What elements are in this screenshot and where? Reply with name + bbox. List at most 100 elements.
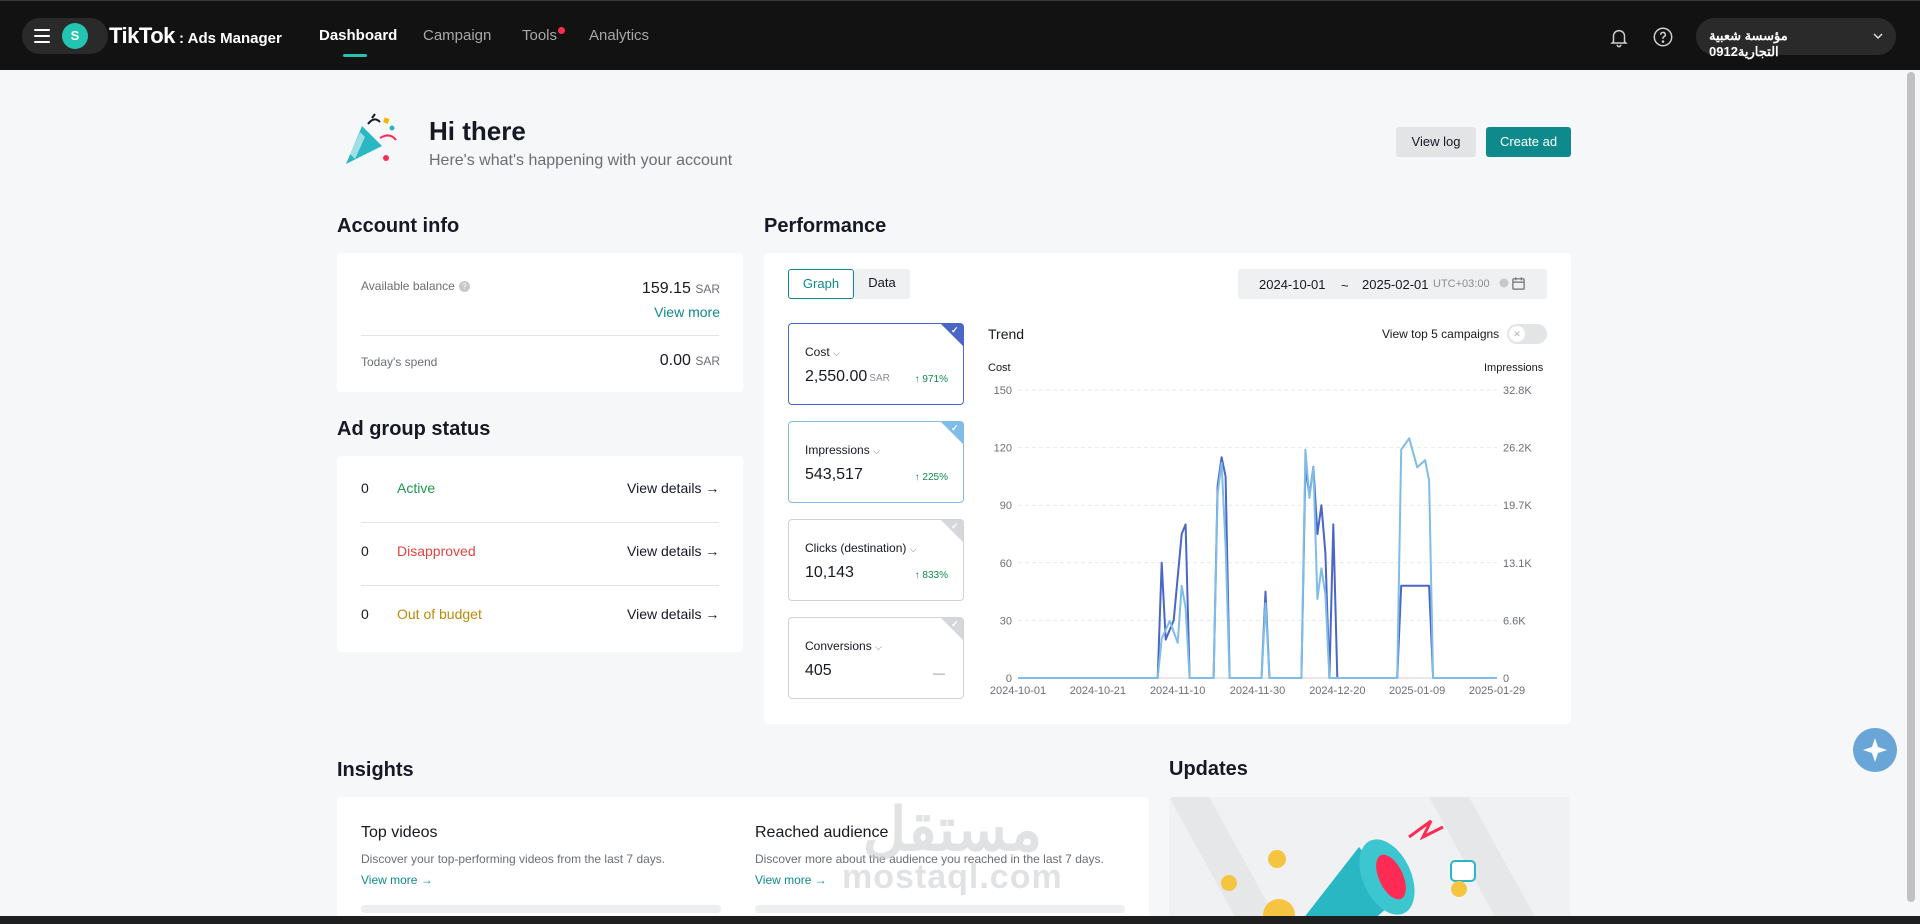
y-left-tick-label: 150 [994,385,1012,397]
check-icon: ✓ [951,423,959,433]
trend-title: Trend [988,326,1025,342]
nav-campaign[interactable]: Campaign [423,27,492,44]
page-scrollbar[interactable] [1907,72,1915,902]
nav-analytics[interactable]: Analytics [589,27,650,44]
series-line-impressions [1018,437,1497,679]
series-line-cost [1018,456,1497,679]
tab-data[interactable]: Data [854,269,910,299]
date-start: 2024-10-01 [1259,277,1326,292]
taskbar-strip [0,916,1920,924]
metric-name: Clicks (destination) ⌵ [805,541,917,555]
status-count: 0 [361,480,369,496]
status-label-out-of-budget: Out of budget [397,606,482,622]
divider [361,585,719,586]
metric-value: 405 [805,662,832,679]
selected-corner: ✓ [941,422,963,444]
insights-card: Top videos Discover your top-performing … [337,797,1149,924]
nav-tools[interactable]: Tools [522,27,558,44]
status-label-disapproved: Disapproved [397,543,476,559]
y-right-tick-label: 0 [1503,673,1509,685]
chevron-down-icon: ⌵ [873,446,880,456]
greeting-title: Hi there [429,116,526,146]
status-count: 0 [361,606,369,622]
top-videos-title: Top videos [361,824,438,841]
chevron-down-icon [1873,33,1883,40]
metric-card-conversions[interactable]: ✓ Conversions ⌵ 405 — [788,617,964,699]
view-details-link[interactable]: View details → [627,480,720,496]
y-right-tick-label: 13.1K [1503,558,1532,570]
y-axis-right-title: Impressions [1484,362,1544,374]
metric-name: Conversions ⌵ [805,639,882,653]
insights-title: Insights [337,759,414,781]
top-videos-view-more[interactable]: View more → [361,873,433,887]
divider [361,522,719,523]
x-tick-label: 2024-11-10 [1150,685,1205,697]
logo-text: TikTok [109,23,175,48]
date-separator: ~ [1341,278,1349,293]
y-left-tick-label: 30 [1000,615,1012,627]
info-icon[interactable]: ? [458,281,470,292]
x-tick-label: 2024-10-21 [1070,685,1126,697]
metric-card-cost[interactable]: ✓ Cost ⌵ 2,550.00 SAR ↑ 971% [788,323,964,405]
metric-value: 2,550.00 SAR [805,368,890,385]
todays-spend-value: 0.00 SAR [659,352,720,369]
account-selector[interactable]: مؤسسة شعبية التجارية0912 [1696,18,1896,59]
menu-account-switcher[interactable]: S [22,18,108,54]
metric-name: Impressions ⌵ [805,443,880,457]
logo-subtext: : Ads Manager [174,30,282,47]
metric-name: Cost ⌵ [805,345,840,359]
greeting-subtitle: Here's what's happening with your accoun… [429,152,733,169]
watermark-latin: mostaql.com [842,858,1063,896]
ad-group-status-card: 0 Active View details → 0 Disapproved Vi… [337,456,743,652]
nav-dashboard[interactable]: Dashboard [319,27,398,44]
status-label-active: Active [397,480,436,496]
view-log-button[interactable]: View log [1396,127,1476,157]
top-videos-subtitle: Discover your top-performing videos from… [361,852,666,866]
reached-audience-title: Reached audience [755,824,889,841]
watermark-arabic: مستقل [862,796,1043,863]
check-icon: ✓ [951,619,959,629]
assistant-button[interactable] [1853,728,1897,772]
x-tick-label: 2024-11-30 [1230,685,1285,697]
tab-graph[interactable]: Graph [788,269,854,299]
available-balance-label: Available balance? [361,279,470,293]
chevron-down-icon: ⌵ [833,348,840,358]
sparkle-icon [1863,738,1887,762]
status-count: 0 [361,543,369,559]
user-avatar[interactable]: S [62,23,88,49]
calendar-icon[interactable] [1511,276,1526,291]
updates-banner[interactable] [1169,797,1570,924]
status-row-out-of-budget: 0 Out of budget View details → [337,582,743,645]
reached-audience-view-more[interactable]: View more → [755,873,827,887]
x-tick-label: 2025-01-09 [1389,685,1445,697]
account-name: مؤسسة شعبية التجارية0912 [1709,28,1788,59]
view-more-link[interactable]: View more [654,304,720,320]
tiktok-ads-logo[interactable]: TikTok : Ads Manager [109,23,282,49]
bell-icon[interactable] [1608,26,1630,48]
hamburger-menu-icon[interactable] [34,29,50,43]
top5-label: View top 5 campaigns [1382,327,1500,341]
x-tick-label: 2024-12-20 [1309,685,1365,697]
performance-title: Performance [764,215,887,237]
help-icon[interactable] [1652,26,1674,48]
view-details-link[interactable]: View details → [627,606,720,622]
account-info-title: Account info [337,215,460,237]
available-balance-value: 159.15 SAR [641,280,720,297]
nav-active-indicator [343,54,367,57]
todays-spend-label: Today's spend [361,355,438,369]
chevron-down-icon: ⌵ [875,642,882,652]
metric-card-clicks[interactable]: ✓ Clicks (destination) ⌵ 10,143 ↑ 833% [788,519,964,601]
metric-card-impressions[interactable]: ✓ Impressions ⌵ 543,517 ↑ 225% [788,421,964,503]
view-details-link[interactable]: View details → [627,543,720,559]
date-range-picker[interactable]: 2024-10-01 ~ 2025-02-01 UTC+03:00 [1238,269,1547,299]
create-ad-button[interactable]: Create ad [1486,127,1571,157]
info-icon[interactable] [1499,278,1509,288]
timezone-label: UTC+03:00 [1433,278,1490,290]
y-right-tick-label: 19.7K [1503,500,1532,512]
close-icon: ✕ [1509,326,1525,342]
metric-change: ↑ 225% [914,472,948,483]
megaphone-illustration [1169,797,1539,924]
divider [361,335,719,336]
top5-toggle[interactable]: ✕ [1507,324,1547,344]
